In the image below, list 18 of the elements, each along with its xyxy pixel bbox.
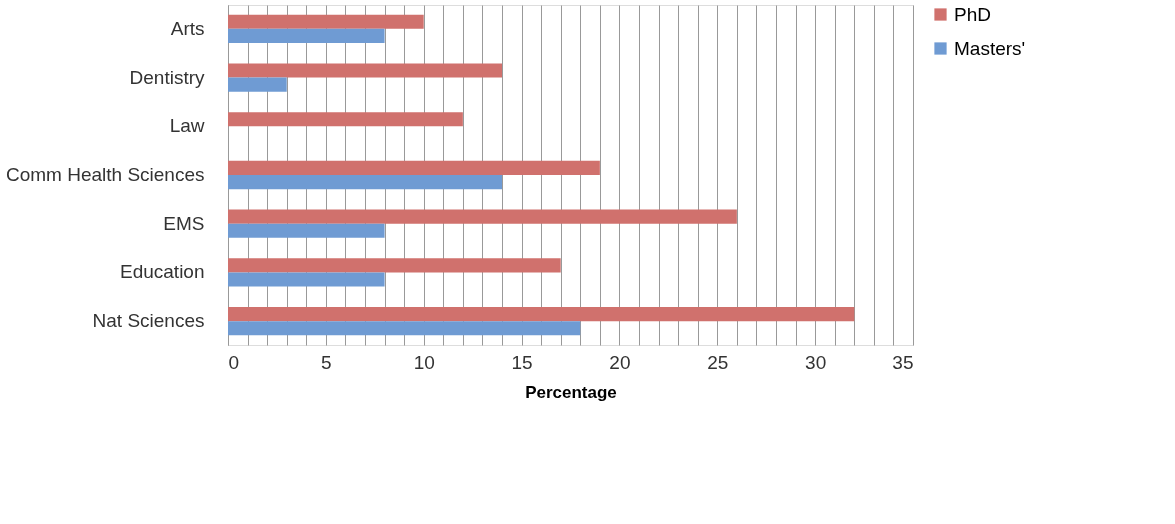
- x-tick-label: 30: [805, 351, 827, 373]
- x-tick-label: 20: [609, 351, 631, 373]
- x-tick-label: 25: [707, 351, 729, 373]
- x-tick-label: 15: [511, 351, 533, 373]
- legend-label: PhD: [954, 3, 991, 25]
- y-tick-label: Arts: [170, 17, 205, 39]
- y-tick-label: Law: [169, 115, 205, 137]
- legend-label: Masters': [954, 37, 1026, 59]
- x-tick-label: 5: [321, 351, 332, 373]
- x-tick-label: 0: [228, 351, 240, 373]
- y-tick-label: Education: [119, 261, 205, 283]
- x-tick-label: 10: [413, 351, 435, 373]
- x-axis-title: Percentage: [525, 382, 617, 402]
- y-tick-label: Dentistry: [129, 66, 205, 88]
- y-tick-label: Nat Sciences: [92, 310, 205, 332]
- y-tick-label: Comm Health Sciences: [5, 164, 205, 185]
- x-tick-label: 35: [892, 351, 914, 373]
- y-tick-label: EMS: [163, 212, 205, 234]
